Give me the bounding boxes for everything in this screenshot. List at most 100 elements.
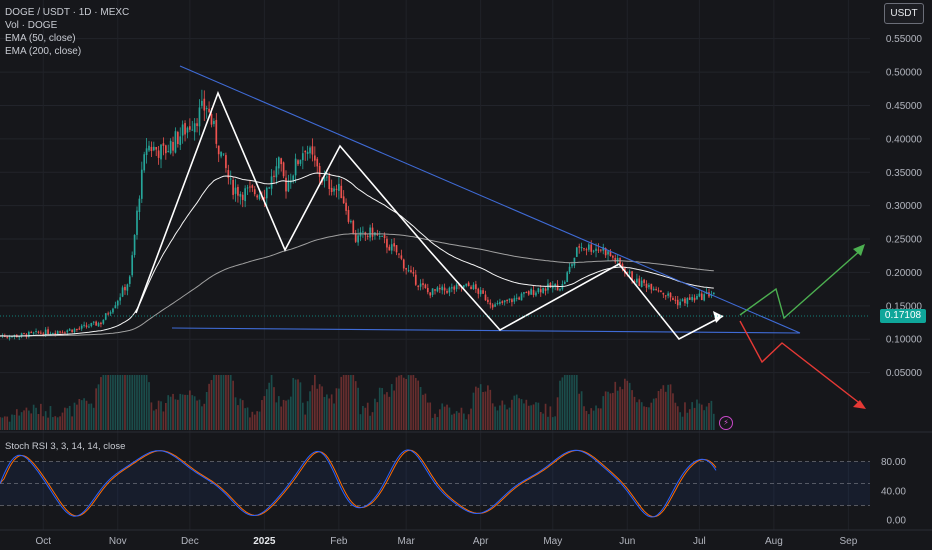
volume-bar bbox=[352, 375, 354, 430]
candle bbox=[47, 329, 49, 334]
volume-bar bbox=[648, 407, 650, 430]
candle bbox=[420, 284, 422, 287]
candle bbox=[187, 128, 189, 133]
x-tick-label: Sep bbox=[839, 536, 857, 547]
volume-bar bbox=[66, 408, 68, 430]
volume-bar bbox=[408, 375, 410, 430]
candle bbox=[386, 239, 388, 248]
candle bbox=[230, 178, 232, 179]
candle bbox=[653, 289, 655, 290]
volume-bar bbox=[646, 407, 648, 430]
candle bbox=[199, 107, 201, 126]
volume-legend[interactable]: Vol · DOGE bbox=[5, 20, 57, 31]
volume-bar bbox=[396, 377, 398, 430]
volume-bar bbox=[605, 391, 607, 430]
candle bbox=[23, 333, 25, 334]
volume-bar bbox=[242, 400, 244, 430]
candle bbox=[239, 194, 241, 197]
candle bbox=[682, 299, 684, 301]
y-tick-label: 0.40000 bbox=[886, 134, 923, 145]
candle bbox=[312, 146, 314, 154]
volume-bar bbox=[701, 405, 703, 430]
candle bbox=[273, 176, 275, 177]
volume-bar bbox=[136, 375, 138, 430]
candle bbox=[391, 244, 393, 250]
volume-bar bbox=[398, 376, 400, 430]
candle bbox=[566, 272, 568, 282]
volume-bar bbox=[506, 409, 508, 430]
candle bbox=[463, 285, 465, 287]
candle bbox=[518, 298, 520, 300]
volume-bar bbox=[547, 417, 549, 430]
volume-bar bbox=[554, 416, 556, 430]
volume-bar bbox=[196, 401, 198, 430]
candle bbox=[699, 294, 701, 297]
candle bbox=[540, 289, 542, 292]
symbol-legend[interactable]: DOGE / USDT · 1D · MEXC bbox=[5, 7, 129, 18]
candle bbox=[100, 323, 102, 324]
volume-bar bbox=[314, 375, 316, 430]
volume-bar bbox=[264, 396, 266, 430]
candle bbox=[482, 290, 484, 293]
candle bbox=[477, 289, 479, 294]
candle bbox=[237, 187, 239, 196]
candle bbox=[66, 330, 68, 332]
volume-bar bbox=[372, 412, 374, 430]
currency-button[interactable]: USDT bbox=[884, 3, 924, 24]
candle bbox=[451, 287, 453, 288]
volume-bar bbox=[54, 416, 56, 430]
volume-bar bbox=[429, 402, 431, 430]
candle bbox=[215, 120, 217, 144]
candle bbox=[167, 151, 169, 152]
candle bbox=[607, 251, 609, 254]
candle bbox=[276, 166, 278, 177]
stoch-rsi-legend[interactable]: Stoch RSI 3, 3, 14, 14, close bbox=[5, 441, 125, 452]
volume-bar bbox=[451, 415, 453, 430]
y-tick-label: 0.45000 bbox=[886, 101, 923, 112]
candle bbox=[499, 302, 501, 304]
volume-bar bbox=[110, 375, 112, 430]
candle bbox=[465, 284, 467, 286]
candle bbox=[381, 236, 383, 237]
candle bbox=[485, 295, 487, 301]
candle bbox=[501, 301, 503, 303]
volume-bar bbox=[384, 394, 386, 430]
candle bbox=[646, 284, 648, 288]
candle bbox=[696, 296, 698, 299]
volume-bar bbox=[74, 403, 76, 430]
volume-bar bbox=[163, 411, 165, 430]
volume-bar bbox=[57, 417, 59, 430]
candle bbox=[583, 248, 585, 249]
candle bbox=[687, 298, 689, 304]
candle bbox=[670, 293, 672, 298]
volume-bar bbox=[127, 375, 129, 430]
volume-bar bbox=[105, 375, 107, 430]
volume-bar bbox=[218, 375, 220, 430]
lightning-icon[interactable]: ⚡ bbox=[719, 416, 733, 430]
volume-bar bbox=[273, 387, 275, 430]
candle bbox=[223, 153, 225, 154]
volume-bar bbox=[52, 417, 54, 430]
candle bbox=[417, 286, 419, 287]
candle bbox=[408, 270, 410, 271]
candle bbox=[307, 152, 309, 154]
candle bbox=[98, 323, 100, 326]
candle bbox=[401, 255, 403, 258]
candle bbox=[211, 114, 213, 125]
candle bbox=[93, 322, 95, 323]
volume-bar bbox=[98, 384, 100, 430]
volume-bar bbox=[574, 375, 576, 430]
volume-bar bbox=[453, 414, 455, 430]
ema50-legend[interactable]: EMA (50, close) bbox=[5, 33, 76, 44]
volume-bar bbox=[542, 414, 544, 430]
volume-bar bbox=[100, 377, 102, 430]
volume-bar bbox=[167, 395, 169, 430]
volume-bar bbox=[208, 384, 210, 430]
ema200-legend[interactable]: EMA (200, close) bbox=[5, 46, 81, 57]
volume-bar bbox=[252, 412, 254, 430]
candle bbox=[506, 300, 508, 301]
volume-bar bbox=[487, 385, 489, 430]
volume-bar bbox=[631, 390, 633, 430]
volume-bar bbox=[76, 405, 78, 430]
candle bbox=[576, 247, 578, 256]
